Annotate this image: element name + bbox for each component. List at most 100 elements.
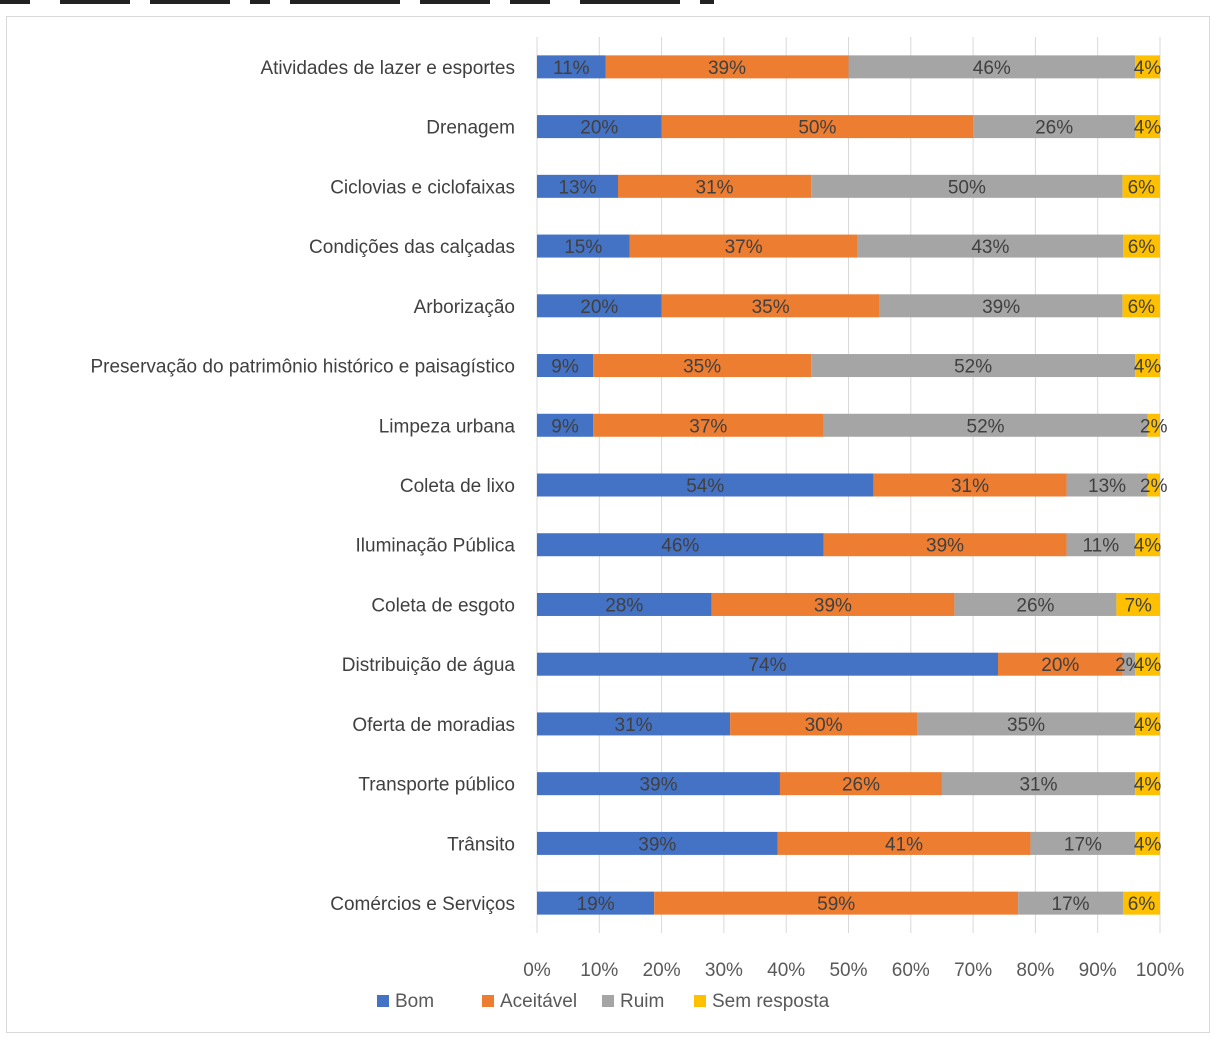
bar-segment — [537, 234, 630, 258]
bar-segment — [537, 592, 712, 616]
bar-segment — [917, 712, 1136, 736]
data-label: 46% — [973, 58, 1011, 79]
data-label: 74% — [748, 655, 786, 676]
data-label: 2% — [1140, 416, 1168, 437]
legend-swatch — [482, 995, 494, 1007]
x-tick-label: 20% — [643, 960, 681, 981]
data-label: 19% — [577, 894, 615, 915]
x-tick-label: 90% — [1079, 960, 1117, 981]
stacked-bar-chart: Atividades de lazer e esportes 11% 39% 46% 4… — [90, 37, 1185, 1012]
bar-segment — [1147, 413, 1160, 437]
bar-segment — [1135, 55, 1160, 79]
data-label: 35% — [683, 357, 721, 378]
x-tick-label: 70% — [954, 960, 992, 981]
data-label: 39% — [639, 775, 677, 796]
data-label: 35% — [752, 297, 790, 318]
title-remnant — [420, 0, 490, 4]
data-label: 37% — [725, 237, 763, 258]
bar-segment — [1122, 174, 1160, 198]
bar-segment — [661, 115, 974, 139]
category-label: Coleta de lixo — [400, 476, 515, 497]
legend-swatch — [694, 995, 706, 1007]
bar-segment — [1135, 354, 1160, 378]
data-label: 11% — [1083, 536, 1120, 557]
category-label: Iluminação Pública — [356, 536, 516, 557]
bar-segment — [537, 891, 655, 915]
bar-segment — [661, 294, 880, 318]
title-remnant — [290, 0, 400, 4]
title-remnant — [150, 0, 230, 4]
bar-segment — [1018, 891, 1123, 915]
data-label: 39% — [982, 297, 1020, 318]
category-label: Oferta de moradias — [352, 715, 515, 736]
category-label: Arborização — [414, 297, 515, 318]
data-label: 31% — [615, 715, 653, 736]
x-tick-label: 100% — [1136, 960, 1185, 981]
data-label: 20% — [580, 297, 618, 318]
data-label: 26% — [842, 775, 880, 796]
data-label: 28% — [605, 595, 643, 616]
bar-segment — [1135, 652, 1160, 676]
bar-segment — [779, 772, 942, 796]
x-tick-label: 50% — [829, 960, 867, 981]
data-label: 30% — [805, 715, 843, 736]
data-label: 20% — [1041, 655, 1079, 676]
bar-segment — [879, 294, 1123, 318]
data-label: 2% — [1140, 476, 1168, 497]
bar-segment — [617, 174, 812, 198]
bar-segment — [537, 772, 780, 796]
bar-segment — [1135, 533, 1160, 557]
data-label: 6% — [1128, 894, 1156, 915]
category-label: Trânsito — [447, 834, 515, 855]
data-label: 6% — [1128, 177, 1156, 198]
x-tick-label: 10% — [580, 960, 618, 981]
bar-segment — [537, 831, 778, 855]
data-label: 31% — [951, 476, 989, 497]
bar-segment — [537, 294, 662, 318]
bar-segment — [593, 354, 812, 378]
data-label: 6% — [1128, 297, 1156, 318]
bar-segment — [605, 55, 849, 79]
bar-segment — [941, 772, 1136, 796]
data-label: 4% — [1134, 715, 1162, 736]
category-label: Coleta de esgoto — [371, 595, 515, 616]
bar-segment — [811, 174, 1123, 198]
bar-segment — [654, 891, 1019, 915]
bar-segment — [1135, 772, 1160, 796]
data-label: 11% — [553, 58, 590, 79]
bar-segment — [1122, 294, 1160, 318]
data-label: 39% — [926, 536, 964, 557]
data-label: 26% — [1035, 118, 1073, 139]
data-label: 31% — [696, 177, 734, 198]
data-label: 4% — [1134, 834, 1162, 855]
category-label: Ciclovias e ciclofaixas — [330, 177, 515, 198]
bar-segment — [537, 652, 999, 676]
bar-segment — [1135, 115, 1160, 139]
data-label: 17% — [1052, 894, 1090, 915]
category-label: Comércios e Serviços — [330, 894, 515, 915]
x-tick-label: 30% — [705, 960, 743, 981]
bar-segment — [857, 234, 1123, 258]
data-label: 4% — [1134, 357, 1162, 378]
data-label: 4% — [1134, 58, 1162, 79]
data-label: 13% — [1088, 476, 1126, 497]
bar-segment — [973, 115, 1136, 139]
x-tick-label: 0% — [523, 960, 551, 981]
legend-label: Aceitável — [500, 991, 577, 1012]
bar-segment — [537, 354, 594, 378]
category-label: Limpeza urbana — [379, 416, 516, 437]
data-label: 9% — [551, 416, 579, 437]
chart-area: Atividades de lazer e esportes 11% 39% 46% 4… — [6, 16, 1210, 1033]
bar-segment — [537, 533, 824, 557]
data-label: 4% — [1134, 655, 1162, 676]
bar-segment — [537, 413, 594, 437]
category-label: Transporte público — [358, 775, 515, 796]
category-label: Condições das calçadas — [309, 237, 515, 258]
data-label: 31% — [1019, 775, 1057, 796]
legend-label: Sem resposta — [712, 991, 830, 1012]
data-label: 9% — [551, 357, 579, 378]
data-label: 39% — [708, 58, 746, 79]
bar-segment — [1066, 473, 1148, 497]
title-remnant — [60, 0, 130, 4]
bar-segment — [1122, 652, 1136, 676]
